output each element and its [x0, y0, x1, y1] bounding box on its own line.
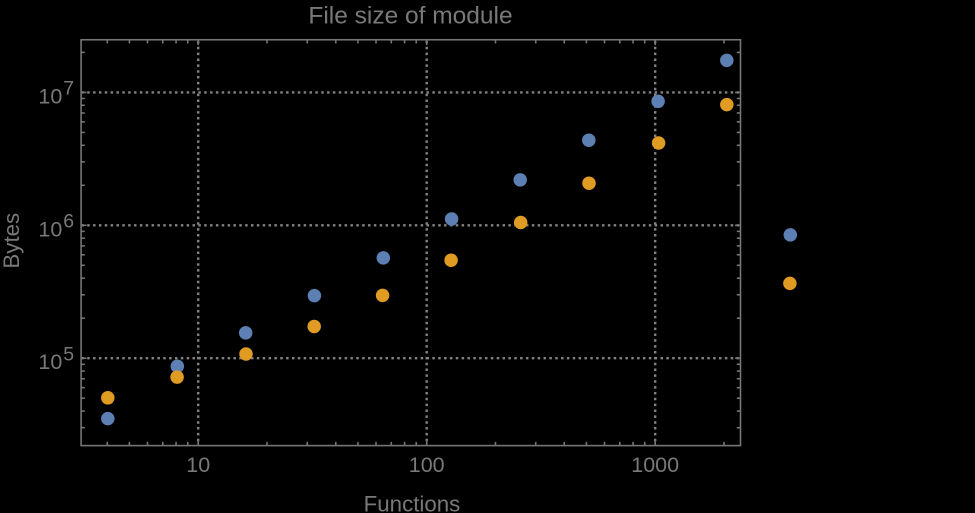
svg-text:10: 10: [38, 217, 62, 241]
svg-text:10: 10: [38, 350, 62, 374]
svg-text:6: 6: [63, 211, 74, 233]
svg-text:Bytes: Bytes: [0, 213, 24, 269]
svg-text:File size of module: File size of module: [308, 3, 512, 30]
svg-text:7: 7: [63, 78, 74, 100]
svg-text:100: 100: [409, 453, 445, 477]
svg-text:Functions: Functions: [364, 492, 461, 513]
svg-text:10: 10: [186, 453, 210, 477]
svg-text:1000: 1000: [631, 453, 679, 477]
svg-text:5: 5: [63, 343, 74, 365]
svg-text:10: 10: [38, 85, 62, 109]
